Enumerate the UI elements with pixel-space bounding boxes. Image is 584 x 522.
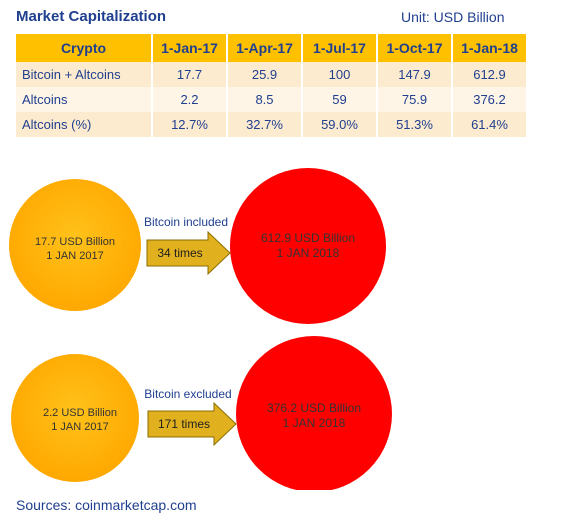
column-header: 1-Jan-18	[452, 34, 528, 62]
column-header: 1-Apr-17	[227, 34, 303, 62]
table-row: Altcoins (%) 12.7% 32.7% 59.0% 51.3% 61.…	[16, 112, 528, 137]
bubble-comparison-chart: 17.7 USD Billion 1 JAN 2017 Bitcoin incl…	[9, 168, 392, 490]
row-label: Altcoins	[16, 87, 153, 112]
from-value-label: 17.7 USD Billion	[35, 236, 115, 248]
table-cell: 25.9	[227, 62, 303, 87]
table-row: Altcoins 2.2 8.5 59 75.9 376.2	[16, 87, 528, 112]
from-date-label: 1 JAN 2017	[46, 250, 103, 262]
table-cell: 32.7%	[227, 112, 303, 137]
column-header: Crypto	[16, 34, 153, 62]
to-value-label: 612.9 USD Billion	[261, 231, 355, 245]
comparison-group: 2.2 USD Billion 1 JAN 2017 Bitcoin exclu…	[11, 336, 392, 490]
from-bubble	[9, 179, 141, 311]
table-cell: 612.9	[452, 62, 528, 87]
sources-footnote: Sources: coinmarketcap.com	[16, 497, 197, 513]
table-header-row: Crypto 1-Jan-17 1-Apr-17 1-Jul-17 1-Oct-…	[16, 34, 528, 62]
comparison-caption: Bitcoin included	[144, 215, 228, 229]
table-cell: 59.0%	[302, 112, 378, 137]
column-header: 1-Jul-17	[302, 34, 378, 62]
to-date-label: 1 JAN 2018	[283, 416, 346, 430]
table-cell: 17.7	[152, 62, 228, 87]
column-header: 1-Jan-17	[152, 34, 228, 62]
table-row: Bitcoin + Altcoins 17.7 25.9 100 147.9 6…	[16, 62, 528, 87]
arrow-shape	[147, 401, 237, 447]
from-bubble	[11, 354, 139, 482]
to-bubble	[230, 168, 386, 324]
table-cell: 75.9	[377, 87, 453, 112]
arrow-shape	[146, 230, 231, 276]
table-cell: 8.5	[227, 87, 303, 112]
to-bubble	[236, 336, 392, 490]
from-date-label: 1 JAN 2017	[51, 421, 108, 433]
row-label: Altcoins (%)	[16, 112, 153, 137]
table-cell: 2.2	[152, 87, 228, 112]
table-cell: 61.4%	[452, 112, 528, 137]
from-value-label: 2.2 USD Billion	[43, 407, 117, 419]
table-cell: 59	[302, 87, 378, 112]
row-label: Bitcoin + Altcoins	[16, 62, 153, 87]
table-cell: 100	[302, 62, 378, 87]
table-cell: 12.7%	[152, 112, 228, 137]
market-cap-table: Crypto 1-Jan-17 1-Apr-17 1-Jul-17 1-Oct-…	[16, 34, 528, 137]
multiplier-label: 171 times	[158, 417, 210, 431]
column-header: 1-Oct-17	[377, 34, 453, 62]
to-value-label: 376.2 USD Billion	[267, 401, 361, 415]
multiplier-label: 34 times	[157, 246, 202, 260]
table-cell: 147.9	[377, 62, 453, 87]
table-cell: 51.3%	[377, 112, 453, 137]
chart-title: Market Capitalization	[16, 8, 167, 25]
comparison-group: 17.7 USD Billion 1 JAN 2017 Bitcoin incl…	[9, 168, 386, 324]
to-date-label: 1 JAN 2018	[277, 246, 340, 260]
table-cell: 376.2	[452, 87, 528, 112]
unit-label: Unit: USD Billion	[401, 9, 505, 25]
comparison-caption: Bitcoin excluded	[144, 387, 231, 401]
